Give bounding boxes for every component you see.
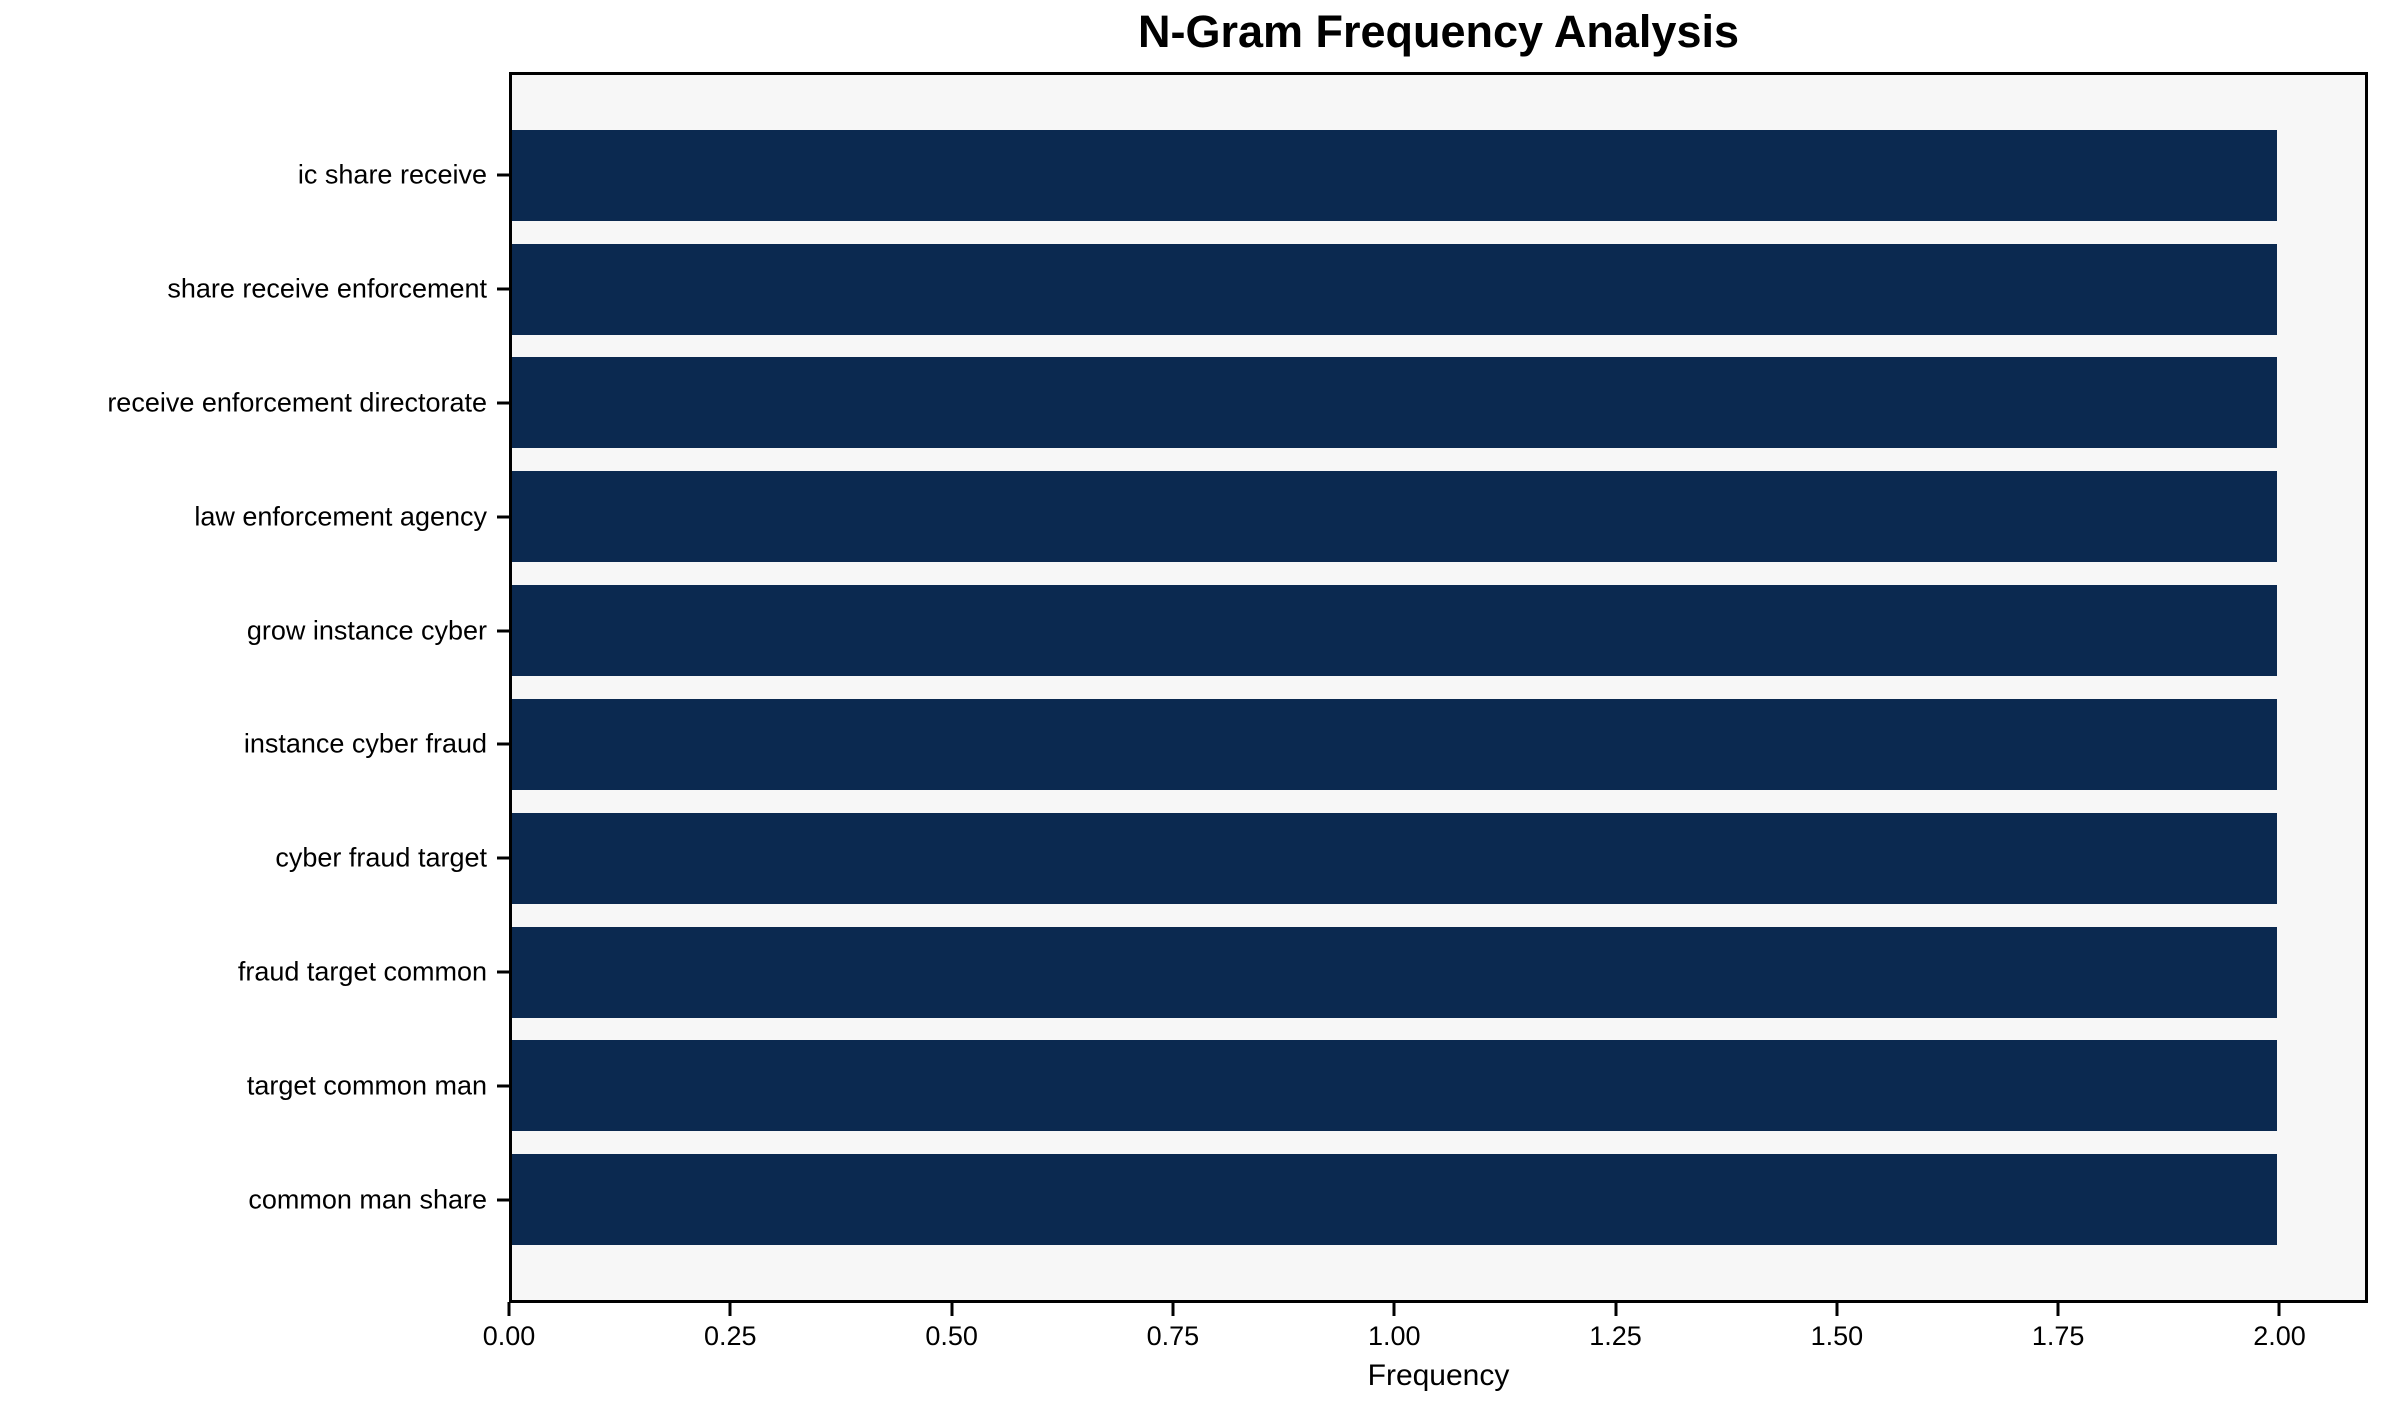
x-tick <box>728 1302 732 1316</box>
bar <box>512 698 2277 790</box>
bar <box>512 585 2277 677</box>
y-tick <box>497 1084 509 1088</box>
bar <box>512 1040 2277 1132</box>
x-tick <box>507 1302 511 1316</box>
x-axis-label: Frequency <box>1367 1359 1510 1392</box>
x-tick <box>950 1302 954 1316</box>
bar <box>512 1154 2277 1246</box>
y-axis-tick-label: target common man <box>246 1070 487 1101</box>
x-axis-tick-label: 0.75 <box>1146 1321 1200 1351</box>
x-axis-tick-label: 2.00 <box>2253 1321 2306 1351</box>
bar <box>512 129 2277 221</box>
y-axis-tick-label: ic share receive <box>297 159 487 190</box>
y-axis-tick-label: law enforcement agency <box>194 501 487 532</box>
y-tick <box>497 1198 509 1202</box>
y-tick <box>497 856 509 860</box>
chart-title: N-Gram Frequency Analysis <box>1137 6 1740 57</box>
y-axis-tick-label: grow instance cyber <box>246 615 487 646</box>
x-axis-tick-label: 1.00 <box>1367 1321 1421 1351</box>
y-tick <box>497 515 509 519</box>
y-tick <box>497 173 509 177</box>
x-axis-tick-label: 0.25 <box>704 1321 757 1351</box>
y-axis-tick-label: fraud target common <box>237 956 487 987</box>
bar <box>512 471 2277 563</box>
y-tick <box>497 287 509 291</box>
y-axis-tick-label: share receive enforcement <box>167 273 487 304</box>
x-axis-tick-label: 0.00 <box>482 1321 536 1351</box>
x-tick <box>2056 1302 2060 1316</box>
y-axis-tick-label: receive enforcement directorate <box>107 387 487 418</box>
x-tick <box>1614 1302 1618 1316</box>
y-tick <box>497 742 509 746</box>
bar <box>512 357 2277 449</box>
y-tick <box>497 970 509 974</box>
y-tick <box>497 401 509 405</box>
x-tick <box>1171 1302 1175 1316</box>
y-axis-tick-label: instance cyber fraud <box>243 728 487 759</box>
bar <box>512 926 2277 1018</box>
plot-area <box>497 72 2368 1303</box>
x-axis-tick-label: 1.50 <box>1810 1321 1864 1351</box>
y-axis-tick-label: common man share <box>248 1184 487 1215</box>
x-tick <box>2277 1302 2281 1316</box>
x-axis-tick-label: 1.75 <box>2031 1321 2085 1351</box>
bar <box>512 243 2277 335</box>
x-tick <box>1835 1302 1839 1316</box>
x-tick <box>1392 1302 1396 1316</box>
y-tick <box>497 629 509 633</box>
x-axis-tick-label: 1.25 <box>1589 1321 1642 1351</box>
x-axis-tick-label: 0.50 <box>925 1321 978 1351</box>
y-axis-tick-label: cyber fraud target <box>275 842 487 873</box>
bar <box>512 812 2277 904</box>
